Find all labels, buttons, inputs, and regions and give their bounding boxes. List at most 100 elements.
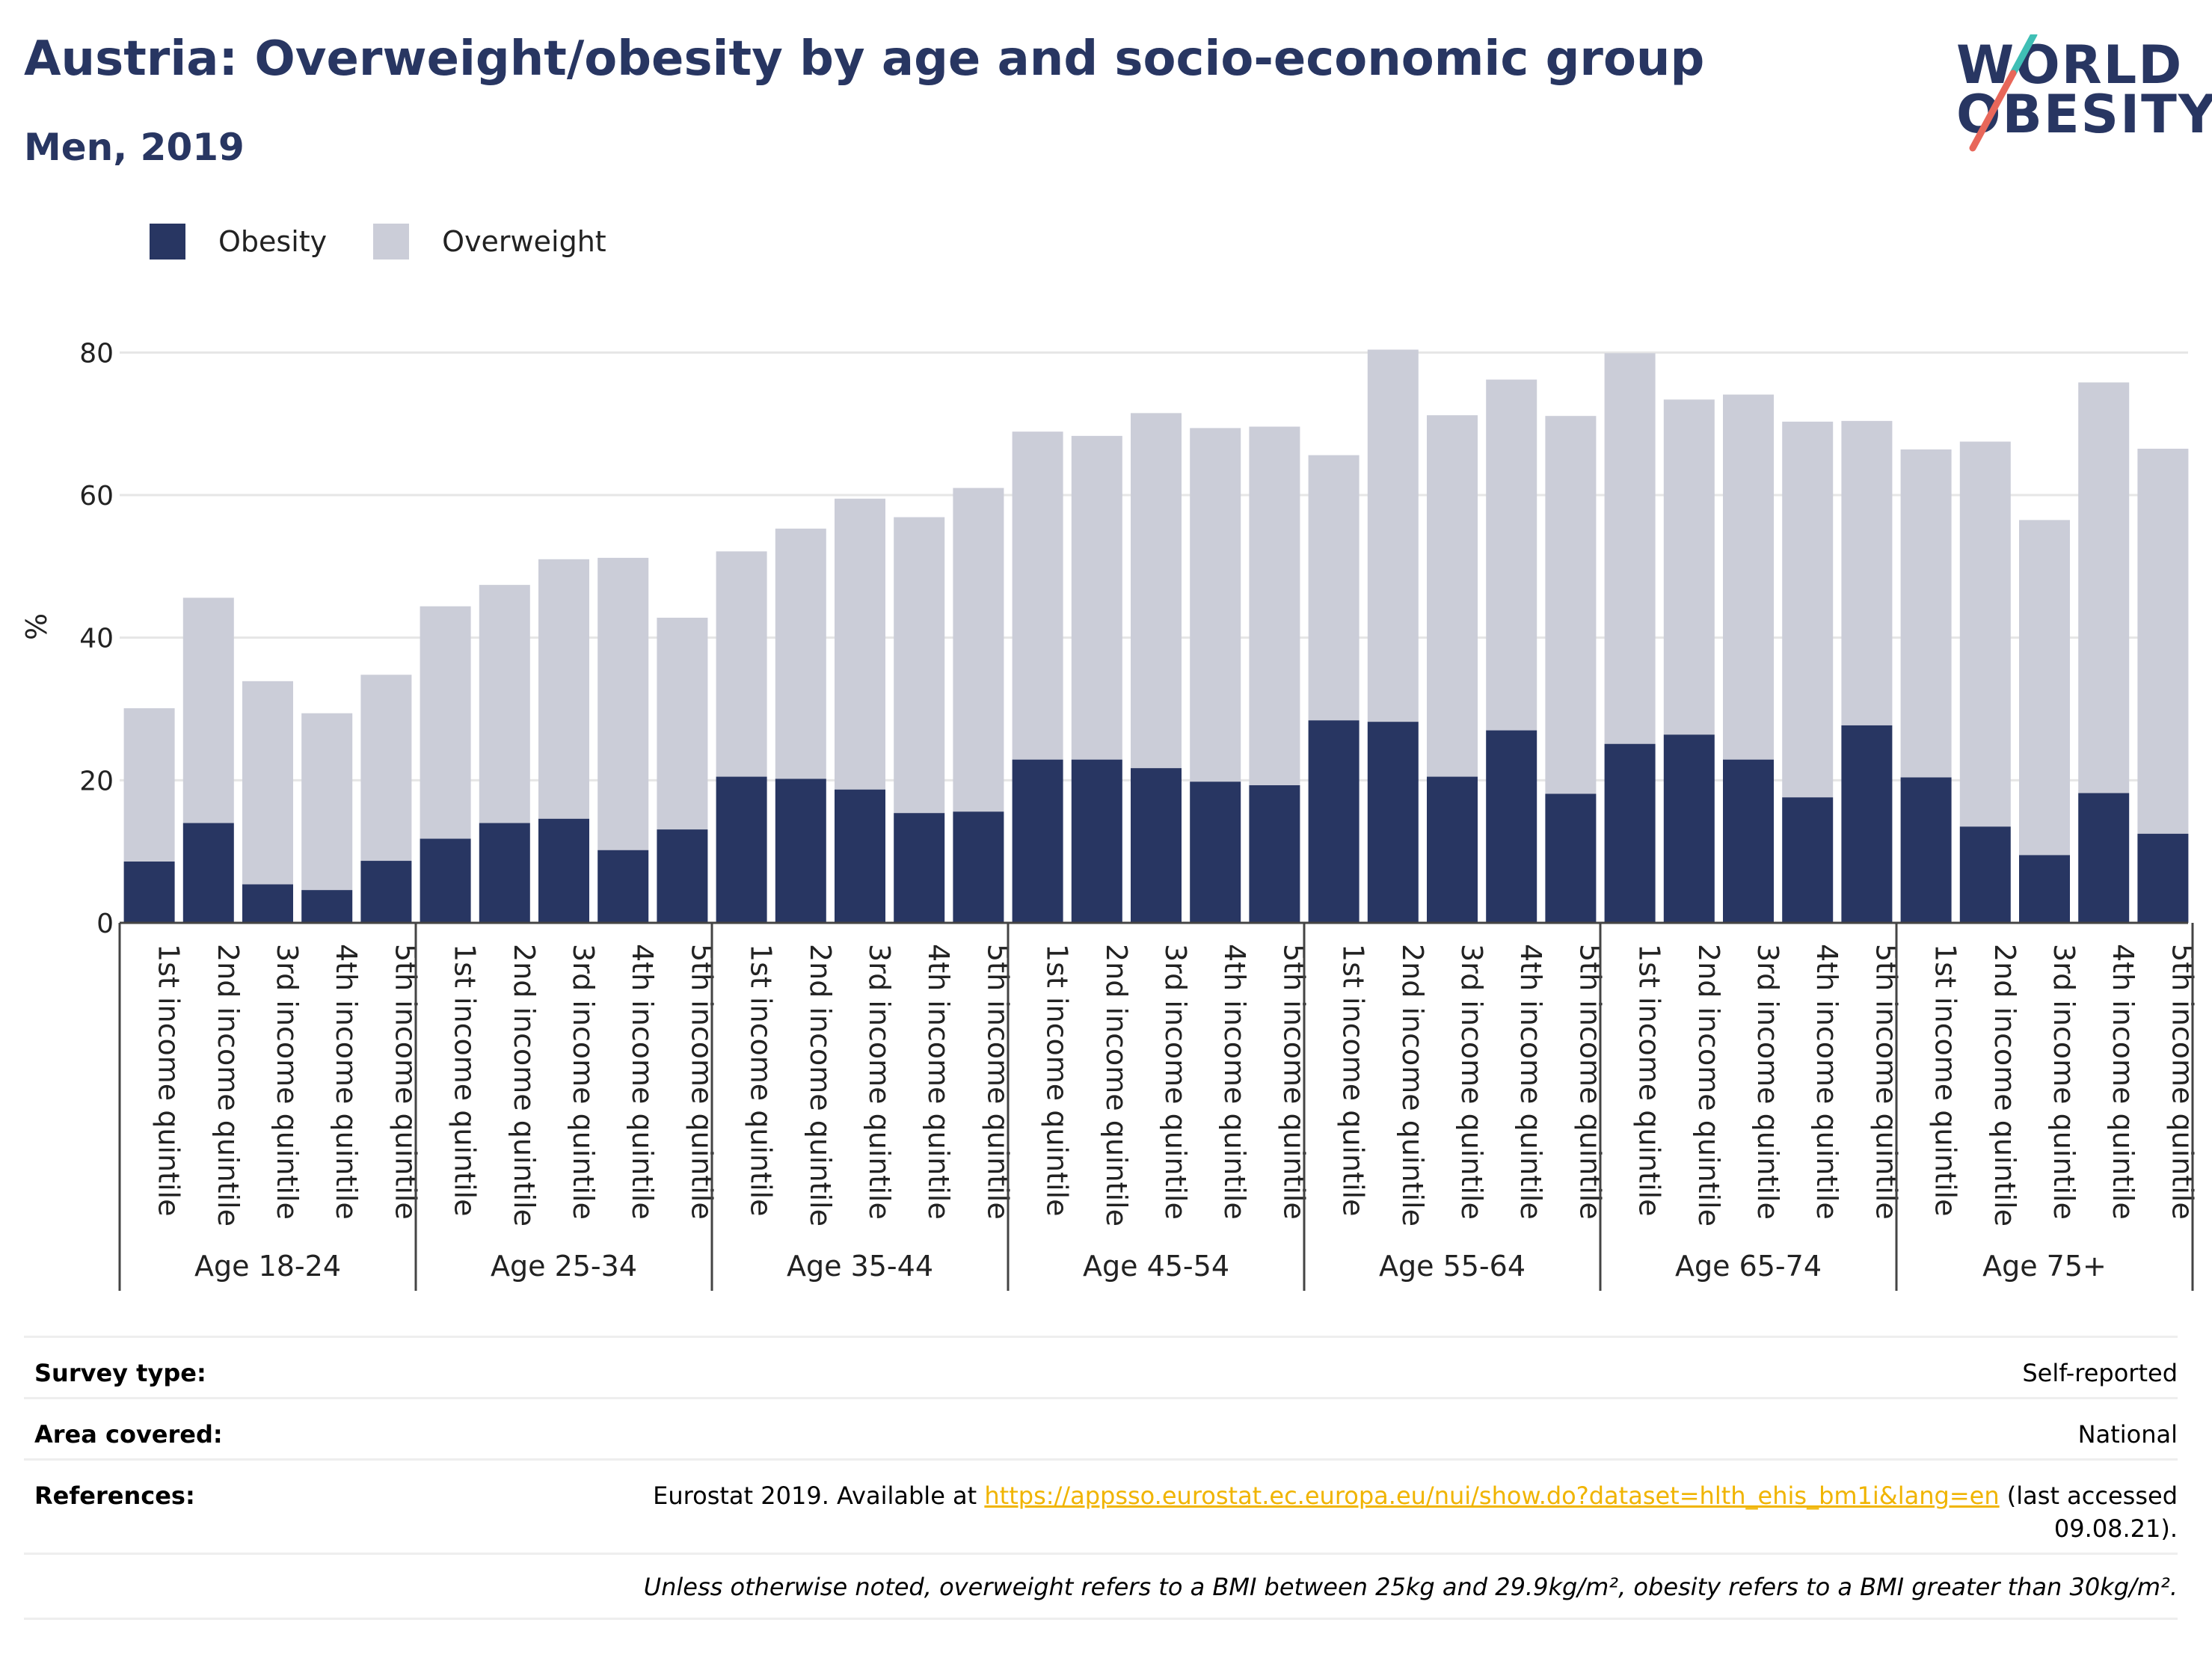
bar-obesity xyxy=(657,829,708,923)
bar-overweight xyxy=(775,528,826,779)
references-prefix: Eurostat 2019. Available at xyxy=(653,1481,977,1510)
bar-overweight xyxy=(2078,382,2130,793)
world-obesity-logo: WORLD OBESITY xyxy=(1952,34,2212,154)
axes: 0 20 40 60 80 1st income quintile 2nd income q… xyxy=(79,338,2199,1291)
bar-obesity xyxy=(953,811,1004,923)
x-category-label: 1st income quintile xyxy=(449,944,482,1216)
area-covered-key: Area covered: xyxy=(34,1420,223,1449)
bar-overweight xyxy=(479,585,530,823)
x-category-label: 4th income quintile xyxy=(2107,944,2139,1220)
logo-line1: WORLD xyxy=(1956,34,2184,96)
y-tick-label: 60 xyxy=(79,481,114,512)
x-category-label: 4th income quintile xyxy=(1514,944,1547,1220)
bar-obesity xyxy=(716,776,767,923)
bar-overweight xyxy=(1841,420,1893,725)
x-category-label: 1st income quintile xyxy=(153,944,185,1216)
x-group-label: Age 65-74 xyxy=(1675,1250,1822,1283)
x-category-label: 2nd income quintile xyxy=(1396,944,1429,1226)
references-link[interactable]: https://appsso.eurostat.ec.europa.eu/nui… xyxy=(984,1481,2000,1510)
bar-overweight xyxy=(242,681,293,885)
x-category-label: 3rd income quintile xyxy=(271,944,304,1220)
x-category-label: 5th income quintile xyxy=(2166,944,2199,1220)
bar-overweight xyxy=(1012,432,1063,760)
legend-swatch-overweight xyxy=(373,224,410,260)
x-group-label: Age 25-34 xyxy=(491,1250,637,1283)
info-row-references: References: Eurostat 2019. Available at … xyxy=(24,1458,2178,1555)
x-category-label: 5th income quintile xyxy=(1870,944,1902,1220)
x-category-label: 3rd income quintile xyxy=(1751,944,1784,1220)
x-category-label: 4th income quintile xyxy=(922,944,955,1220)
bar-overweight xyxy=(1663,399,1715,735)
area-covered-value: National xyxy=(2077,1420,2178,1449)
bar-obesity xyxy=(1723,759,1774,923)
bar-obesity xyxy=(1131,768,1182,923)
bar-obesity xyxy=(597,850,649,923)
legend-label-overweight: Overweight xyxy=(442,225,606,258)
x-category-label: 4th income quintile xyxy=(1218,944,1251,1220)
bar-overweight xyxy=(1900,449,1952,778)
bar-obesity xyxy=(1841,725,1893,923)
x-category-label: 4th income quintile xyxy=(1810,944,1843,1220)
x-category-label: 1st income quintile xyxy=(1041,944,1074,1216)
x-category-label: 4th income quintile xyxy=(330,944,363,1220)
survey-type-key: Survey type: xyxy=(34,1359,206,1387)
bar-overweight xyxy=(716,551,767,777)
bar-overweight xyxy=(835,498,885,790)
bar-overweight xyxy=(538,559,589,819)
x-category-label: 1st income quintile xyxy=(1633,944,1666,1216)
x-category-label: 5th income quintile xyxy=(981,944,1014,1220)
bar-overweight xyxy=(597,557,649,850)
y-axis-label: % xyxy=(20,613,53,640)
references-key: References: xyxy=(34,1481,195,1510)
x-category-label: 5th income quintile xyxy=(1277,944,1310,1220)
bar-overweight xyxy=(1604,353,1656,744)
x-category-label: 5th income quintile xyxy=(1573,944,1606,1220)
chart-title: Austria: Overweight/obesity by age and s… xyxy=(24,31,1705,87)
x-category-label: 2nd income quintile xyxy=(804,944,837,1226)
bar-obesity xyxy=(242,884,293,923)
bar-overweight xyxy=(1723,394,1774,760)
bars xyxy=(123,349,2189,923)
bar-obesity xyxy=(420,838,471,923)
y-tick-label: 20 xyxy=(79,766,114,796)
bar-obesity xyxy=(1308,720,1360,923)
x-category-label: 3rd income quintile xyxy=(567,944,600,1220)
bar-obesity xyxy=(1427,776,1478,923)
bar-obesity xyxy=(1486,730,1537,923)
bar-obesity xyxy=(775,779,826,923)
bar-overweight xyxy=(2137,449,2189,834)
legend-item-obesity[interactable]: Obesity xyxy=(150,224,327,260)
bar-overweight xyxy=(182,598,234,823)
bar-obesity xyxy=(1190,782,1241,923)
x-group-label: Age 18-24 xyxy=(194,1250,341,1283)
x-category-label: 5th income quintile xyxy=(685,944,718,1220)
bar-overweight xyxy=(1486,379,1537,731)
legend-item-overweight[interactable]: Overweight xyxy=(373,224,606,260)
bar-overweight xyxy=(1308,455,1360,721)
bar-obesity xyxy=(1900,777,1952,923)
bar-obesity xyxy=(835,789,885,923)
x-category-label: 2nd income quintile xyxy=(212,944,245,1226)
bar-obesity xyxy=(360,861,412,923)
bar-overweight xyxy=(2019,520,2070,856)
bar-obesity xyxy=(1782,797,1834,923)
legend-swatch-obesity xyxy=(150,224,185,260)
x-category-label: 2nd income quintile xyxy=(1988,944,2021,1226)
x-category-label: 2nd income quintile xyxy=(508,944,541,1226)
bar-overweight xyxy=(1249,426,1300,786)
x-category-label: 5th income quintile xyxy=(389,944,422,1220)
bar-obesity xyxy=(1367,722,1419,923)
chart-legend: Obesity Overweight xyxy=(150,223,653,260)
x-category-label: 4th income quintile xyxy=(626,944,659,1220)
bar-overweight xyxy=(1190,428,1241,782)
x-category-label: 1st income quintile xyxy=(745,944,778,1216)
bar-obesity xyxy=(1959,826,2011,923)
references-date: 09.08.21). xyxy=(2053,1514,2178,1543)
x-category-label: 2nd income quintile xyxy=(1692,944,1725,1226)
x-group-label: Age 55-64 xyxy=(1379,1250,1526,1283)
stacked-bar-chart: 0 20 40 60 80 1st income quintile 2nd income q… xyxy=(20,338,2199,1291)
x-group-label: Age 45-54 xyxy=(1083,1250,1229,1283)
bar-overweight xyxy=(1071,435,1122,760)
bar-obesity xyxy=(1545,793,1597,923)
bar-overweight xyxy=(1959,441,2011,827)
